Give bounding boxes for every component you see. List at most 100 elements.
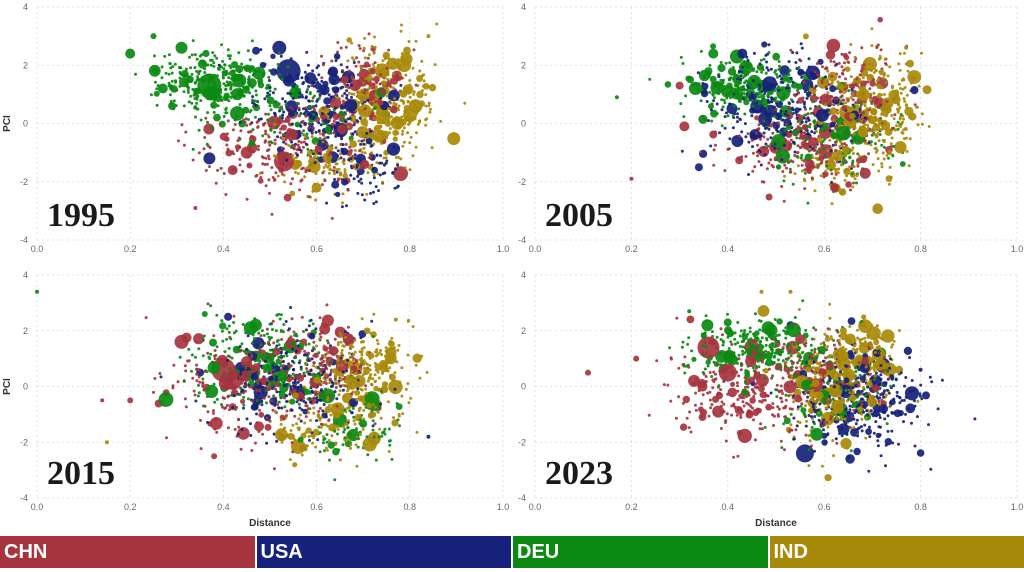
point-chn xyxy=(713,130,717,134)
point-usa xyxy=(273,403,277,407)
point-usa xyxy=(741,65,745,69)
point-chn xyxy=(840,52,844,56)
point-ind xyxy=(902,137,906,141)
point-deu xyxy=(742,60,746,64)
point-usa xyxy=(316,398,320,402)
point-usa xyxy=(787,86,791,90)
point-ind xyxy=(897,82,901,86)
point-usa xyxy=(345,89,349,93)
point-chn xyxy=(837,61,841,65)
point-usa xyxy=(927,423,930,427)
point-chn xyxy=(208,146,212,149)
point-chn xyxy=(253,441,257,445)
x-tick-label: 0.0 xyxy=(529,244,542,254)
point-chn xyxy=(221,396,225,400)
point-ind xyxy=(274,410,278,414)
point-deu xyxy=(817,104,821,108)
point-chn xyxy=(819,125,833,139)
point-ind xyxy=(409,117,413,121)
point-chn xyxy=(773,156,777,160)
point-chn xyxy=(296,143,300,147)
point-deu xyxy=(821,76,825,80)
point-chn xyxy=(329,97,342,109)
point-usa xyxy=(757,83,761,87)
point-chn xyxy=(782,199,786,203)
point-chn xyxy=(856,164,860,168)
point-chn xyxy=(323,325,327,328)
point-ind xyxy=(353,350,357,354)
point-deu xyxy=(178,70,182,74)
point-deu xyxy=(247,330,251,334)
point-ind xyxy=(400,394,404,398)
point-deu xyxy=(356,445,360,449)
x-tick-label: 0.4 xyxy=(217,502,230,512)
point-usa xyxy=(374,185,378,189)
point-deu xyxy=(224,87,228,91)
point-usa xyxy=(238,120,242,124)
point-usa xyxy=(776,130,780,133)
point-chn xyxy=(335,354,339,358)
point-ind xyxy=(869,129,873,133)
point-chn xyxy=(378,406,382,410)
point-deu xyxy=(746,72,750,76)
point-usa xyxy=(281,97,285,101)
point-deu xyxy=(203,67,207,71)
point-chn xyxy=(232,365,236,369)
point-ind xyxy=(826,91,830,95)
point-ind xyxy=(391,419,399,427)
point-usa xyxy=(803,105,807,109)
point-deu xyxy=(822,129,826,133)
point-usa xyxy=(281,113,285,117)
point-ind xyxy=(385,357,392,364)
point-ind xyxy=(349,446,352,450)
point-deu xyxy=(302,330,305,333)
point-ind xyxy=(391,86,395,90)
point-chn xyxy=(353,121,357,125)
point-ind xyxy=(802,177,806,181)
point-usa xyxy=(878,416,882,420)
y-tick-label: 0 xyxy=(521,119,526,129)
point-usa xyxy=(343,330,347,334)
point-chn xyxy=(283,153,287,157)
point-chn xyxy=(251,136,255,140)
point-ind xyxy=(341,344,345,348)
point-chn xyxy=(342,102,346,106)
point-deu xyxy=(212,61,216,65)
point-usa xyxy=(394,167,397,171)
point-chn xyxy=(342,158,346,161)
point-ind xyxy=(865,107,869,111)
point-usa xyxy=(297,361,301,365)
point-ind xyxy=(323,372,327,376)
point-deu xyxy=(226,354,230,358)
point-usa xyxy=(310,122,314,126)
point-ind xyxy=(876,79,879,83)
point-deu xyxy=(710,102,714,106)
point-ind xyxy=(869,74,872,78)
point-usa xyxy=(251,95,255,99)
point-usa xyxy=(272,370,276,374)
point-chn xyxy=(325,142,329,146)
point-chn xyxy=(302,373,306,377)
point-deu xyxy=(213,74,217,78)
point-usa xyxy=(278,109,281,113)
point-ind xyxy=(844,82,848,86)
point-chn xyxy=(838,90,842,94)
point-deu xyxy=(709,75,717,83)
point-chn xyxy=(786,131,790,135)
point-deu xyxy=(186,91,190,94)
point-deu xyxy=(254,89,258,93)
point-ind xyxy=(413,117,417,121)
point-ind xyxy=(843,178,847,182)
point-deu xyxy=(190,101,194,105)
point-ind xyxy=(849,43,853,46)
point-deu xyxy=(214,84,218,88)
point-usa xyxy=(764,126,768,130)
point-usa xyxy=(285,394,288,398)
point-deu xyxy=(206,120,209,124)
y-tick-label: 4 xyxy=(23,270,28,280)
point-chn xyxy=(262,396,266,400)
point-usa xyxy=(309,368,313,372)
point-deu xyxy=(266,96,275,105)
point-usa xyxy=(787,60,791,64)
